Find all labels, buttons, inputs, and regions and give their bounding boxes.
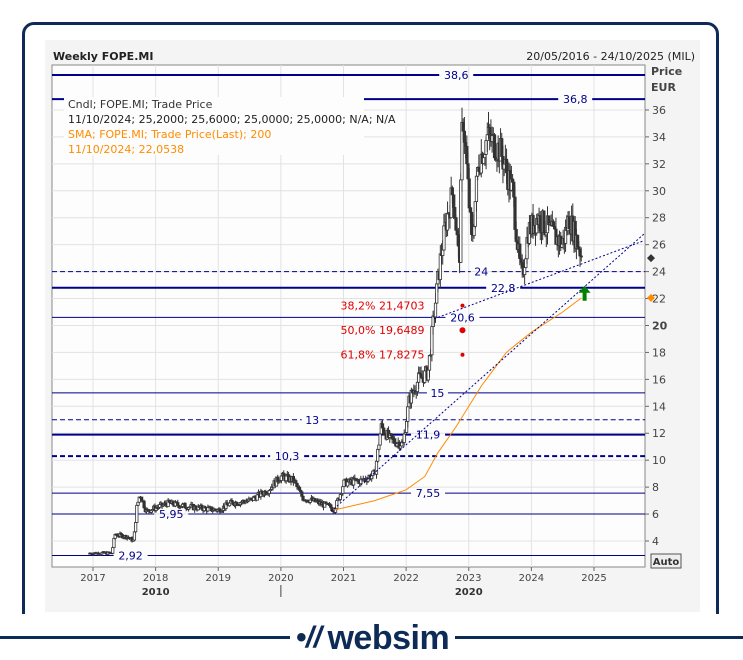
- y-tick-label: 36: [652, 104, 666, 117]
- candle-body: [140, 496, 144, 502]
- fib-marker: [460, 303, 465, 308]
- footer-rule-right: [455, 636, 743, 639]
- fib-marker: [460, 352, 465, 357]
- candle-body: [377, 444, 381, 450]
- last-price-marker-icon: [647, 254, 655, 263]
- candle-body: [467, 178, 471, 209]
- y-tick-label: 26: [652, 239, 666, 252]
- trendline[interactable]: [330, 233, 645, 512]
- level-label[interactable]: 24: [474, 266, 488, 279]
- y-axis-unit: EUR: [651, 81, 676, 94]
- level-label[interactable]: 5,95: [159, 508, 184, 521]
- x-tick-label: 2023: [456, 573, 481, 584]
- candle-body: [406, 406, 410, 422]
- fib-label: 50,0% 19,6489: [341, 324, 425, 337]
- candle-body: [433, 302, 438, 318]
- candle-body: [459, 179, 463, 263]
- level-label[interactable]: 15: [430, 387, 444, 400]
- candle-body: [374, 460, 379, 475]
- decade-label: 2010: [142, 587, 170, 598]
- trendline[interactable]: [434, 240, 645, 320]
- x-tick-label: 2017: [80, 573, 105, 584]
- y-tick-label: 22: [652, 293, 666, 306]
- decade-label: 2020: [455, 587, 483, 598]
- level-label[interactable]: 7,55: [416, 487, 441, 500]
- y-tick-label: 20: [652, 319, 668, 332]
- level-label[interactable]: 36,8: [563, 93, 588, 106]
- candle-body: [341, 486, 345, 494]
- candle-body: [523, 267, 527, 275]
- level-label[interactable]: 13: [305, 414, 319, 427]
- buy-signal-arrow-icon: [578, 285, 591, 301]
- legend-candle-values: 11/10/2024; 25,2000; 25,6000; 25,0000; 2…: [68, 113, 396, 126]
- y-tick-label: 28: [652, 212, 666, 225]
- websim-logo-icon: •//: [295, 621, 322, 654]
- sma-line: [333, 297, 582, 511]
- candle-body: [450, 187, 454, 196]
- fib-label: 61,8% 17,8275: [341, 349, 425, 362]
- candle-body: [542, 210, 546, 234]
- level-label[interactable]: 38,6: [444, 69, 469, 82]
- y-tick-label: 34: [652, 131, 666, 144]
- level-label[interactable]: 10,3: [275, 450, 300, 463]
- candle-body: [514, 229, 518, 242]
- candle-body: [335, 500, 339, 510]
- candle-body: [135, 504, 139, 523]
- y-tick-label: 8: [652, 481, 659, 494]
- level-label[interactable]: 11,9: [416, 429, 441, 442]
- x-tick-label: 2022: [393, 573, 418, 584]
- y-tick-label: 32: [652, 158, 666, 171]
- y-tick-label: 30: [652, 185, 666, 198]
- x-tick-label: 2018: [143, 573, 168, 584]
- candle-body: [134, 522, 138, 533]
- candle-body: [111, 547, 115, 554]
- x-tick-label: 2025: [581, 573, 606, 584]
- x-tick-label: 2024: [519, 573, 544, 584]
- y-tick-label: 24: [652, 266, 666, 279]
- websim-wordmark: websim: [327, 618, 450, 657]
- y-axis-label: Price: [651, 65, 682, 78]
- y-tick-label: 4: [652, 535, 659, 548]
- auto-scale-label: Auto: [653, 557, 680, 568]
- candle-body: [402, 433, 406, 443]
- y-tick-label: 18: [652, 346, 666, 359]
- y-tick-label: 16: [652, 373, 666, 386]
- last-sma-marker-icon: [647, 293, 655, 302]
- y-tick-label: 12: [652, 427, 666, 440]
- date-range: 20/05/2016 - 24/10/2025 (MIL): [526, 50, 695, 63]
- legend-sma-values: 11/10/2024; 22,0538: [68, 143, 184, 156]
- price-chart[interactable]: Weekly FOPE.MI 20/05/2016 - 24/10/2025 (…: [0, 0, 743, 614]
- footer-rule-left: [0, 636, 290, 639]
- level-label[interactable]: 2,92: [118, 550, 143, 563]
- y-tick-label: 14: [652, 400, 666, 413]
- level-label[interactable]: 20,6: [450, 311, 475, 324]
- fib-marker: [459, 327, 466, 334]
- legend: Cndl; FOPE.MI; Trade Price 11/10/2024; 2…: [64, 97, 396, 156]
- candle-body: [579, 255, 583, 258]
- legend-candle-series: Cndl; FOPE.MI; Trade Price: [68, 98, 213, 111]
- x-tick-label: 2021: [331, 573, 356, 584]
- candle-body: [427, 354, 432, 371]
- legend-sma-series: SMA; FOPE.MI; Trade Price(Last); 200: [68, 128, 271, 141]
- websim-logo: •//websim: [290, 618, 455, 658]
- x-tick-label: 2020: [268, 573, 293, 584]
- chart-title: Weekly FOPE.MI: [53, 50, 153, 63]
- level-label[interactable]: 22,8: [491, 282, 516, 295]
- y-tick-label: 10: [652, 454, 666, 467]
- y-tick-label: 6: [652, 508, 659, 521]
- auto-scale-button[interactable]: [650, 553, 682, 569]
- fib-label: 38,2% 21,4703: [341, 300, 425, 313]
- x-tick-label: 2019: [206, 573, 231, 584]
- candle-body: [378, 433, 382, 446]
